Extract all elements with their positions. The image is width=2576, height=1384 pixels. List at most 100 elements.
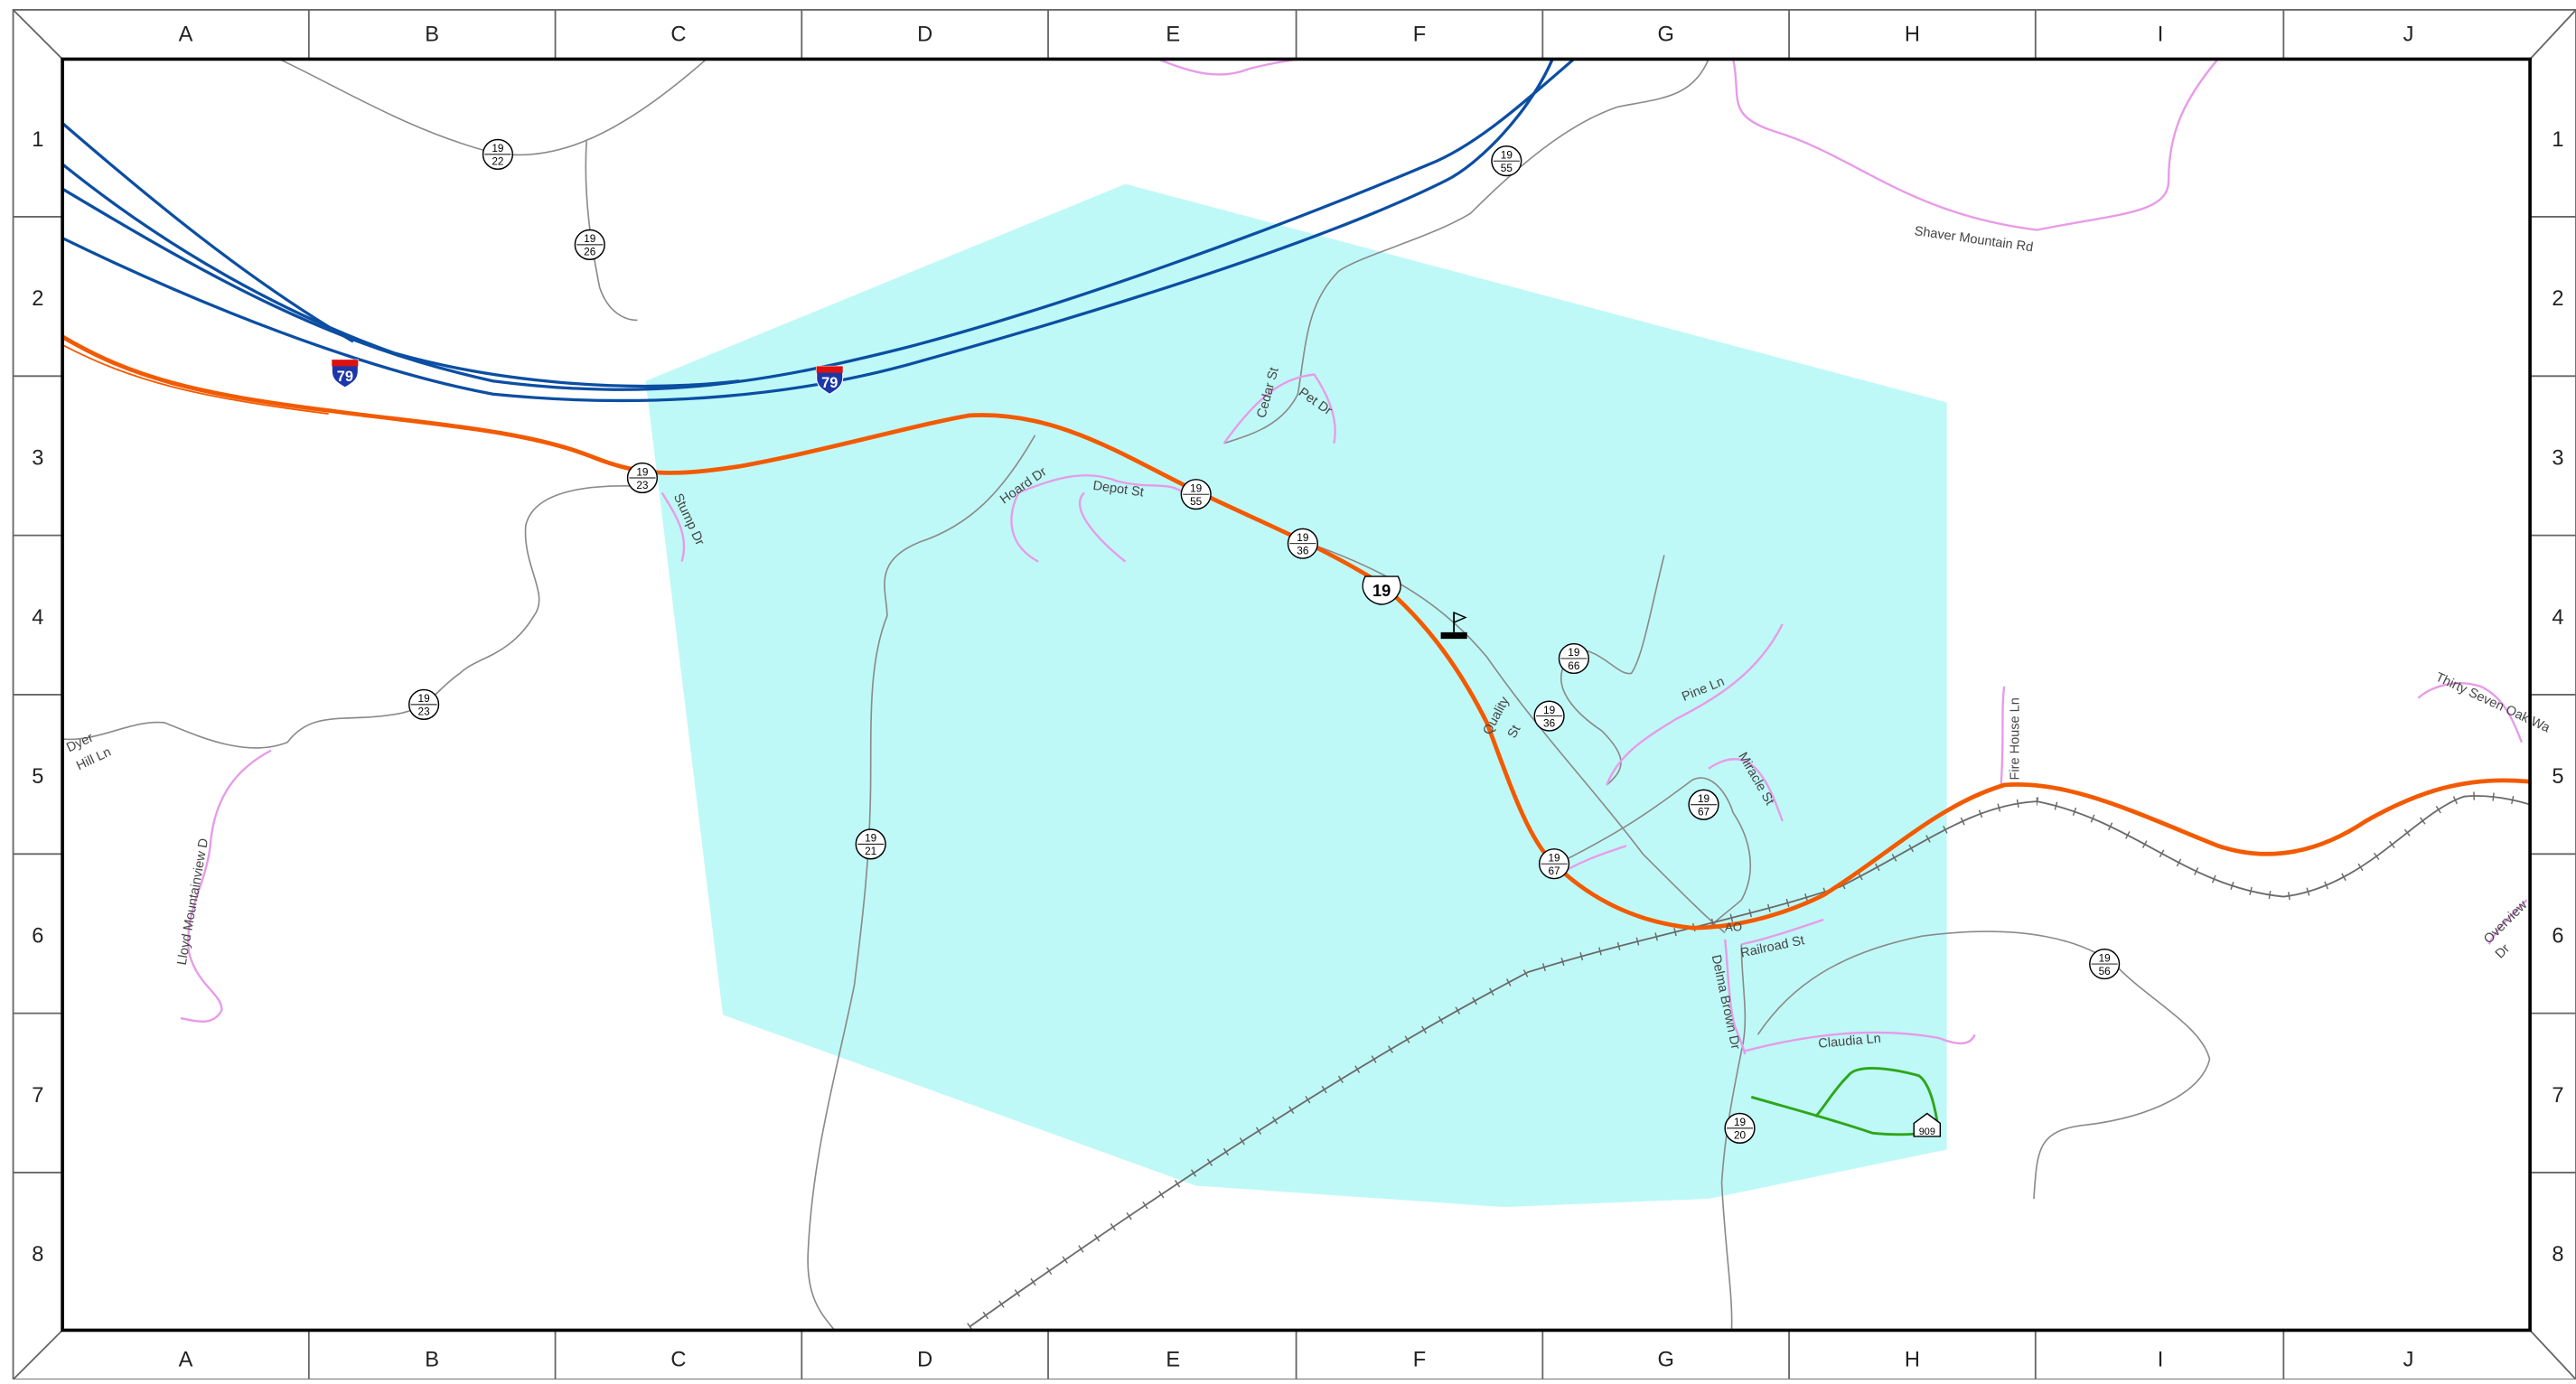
shield-19-67-north: 19 67 (1688, 789, 1719, 820)
svg-text:55: 55 (1190, 495, 1203, 508)
row-6-left: 6 (32, 924, 43, 948)
row-6-right: 6 (2552, 924, 2563, 948)
row-1-left: 1 (32, 128, 43, 152)
svg-text:20: 20 (1734, 1129, 1747, 1142)
svg-text:67: 67 (1698, 806, 1710, 818)
col-d-top: D (917, 23, 932, 46)
row-4-left: 4 (32, 606, 43, 630)
shield-19-22: 19 22 (482, 138, 514, 170)
svg-text:19: 19 (1190, 482, 1202, 494)
svg-text:66: 66 (1568, 659, 1580, 672)
shield-19-67-south: 19 67 (1538, 848, 1570, 880)
svg-text:909: 909 (1919, 1127, 1935, 1137)
col-e-top: E (1166, 23, 1180, 46)
svg-text:19: 19 (492, 142, 503, 154)
row-2-left: 2 (32, 287, 43, 311)
svg-text:22: 22 (492, 155, 503, 168)
svg-text:79: 79 (337, 369, 353, 385)
col-a-bottom: A (179, 1348, 193, 1371)
svg-text:23: 23 (636, 479, 649, 491)
svg-text:21: 21 (865, 845, 876, 857)
row-3-left: 3 (32, 446, 43, 470)
row-7-right: 7 (2552, 1084, 2563, 1108)
county-shields: 19 22 19 26 19 55 19 23 19 55 (408, 138, 2121, 1144)
shield-19-56: 19 56 (2089, 948, 2121, 980)
label-quality-st: St (1505, 723, 1524, 741)
svg-text:56: 56 (2099, 965, 2112, 977)
named-streets (180, 58, 2528, 1055)
local-roads (62, 58, 2211, 1331)
shield-19-23-south: 19 23 (408, 688, 440, 720)
col-h-top: H (1905, 23, 1920, 46)
col-a-top: A (179, 23, 193, 46)
col-f-top: F (1413, 23, 1426, 46)
svg-text:19: 19 (1568, 646, 1579, 659)
highlight-area (645, 183, 1947, 1208)
svg-text:36: 36 (1543, 716, 1556, 729)
row-3-right: 3 (2552, 446, 2563, 470)
svg-text:19: 19 (636, 465, 648, 478)
svg-text:19: 19 (1501, 148, 1513, 161)
col-b-top: B (425, 23, 439, 46)
shield-19-66: 19 66 (1558, 642, 1589, 675)
shield-19-21: 19 21 (855, 828, 886, 860)
row-5-right: 5 (2552, 765, 2563, 789)
grid-column-labels-top: A B C D E F G H I J (179, 23, 2414, 46)
shield-19-55-south: 19 55 (1180, 479, 1212, 510)
svg-text:55: 55 (1501, 162, 1513, 174)
label-depot-st: Depot St (1092, 479, 1145, 500)
svg-text:79: 79 (821, 375, 838, 391)
row-4-right: 4 (2552, 606, 2563, 630)
interstate-79-shield-east: 79 (816, 365, 844, 395)
row-5-left: 5 (32, 765, 43, 789)
col-g-top: G (1657, 23, 1673, 46)
col-f-bottom: F (1413, 1348, 1426, 1371)
shield-19-36-west: 19 36 (1287, 528, 1318, 559)
interstate-79-road (61, 58, 1575, 403)
row-8-left: 8 (32, 1243, 43, 1267)
row-7-left: 7 (32, 1084, 43, 1108)
shield-19-23-north: 19 23 (626, 462, 659, 494)
svg-text:19: 19 (1543, 704, 1555, 716)
label-claudia-ln: Claudia Ln (1818, 1032, 1882, 1052)
col-b-bottom: B (425, 1348, 439, 1371)
shield-19-36-east: 19 36 (1533, 700, 1565, 732)
svg-text:19: 19 (865, 832, 876, 845)
col-h-bottom: H (1905, 1348, 1920, 1371)
col-d-bottom: D (917, 1348, 932, 1371)
row-8-right: 8 (2552, 1243, 2563, 1267)
grid-column-labels-bottom: A B C D E F G H I J (179, 1348, 2414, 1371)
interstate-79-shield-west: 79 (331, 359, 359, 388)
row-2-right: 2 (2552, 287, 2563, 311)
svg-text:36: 36 (1297, 545, 1309, 557)
col-e-bottom: E (1166, 1348, 1180, 1371)
label-fire-house-ln: Fire House Ln (2009, 697, 2023, 780)
railroad (967, 791, 2532, 1331)
col-c-bottom: C (670, 1348, 686, 1371)
trail (1750, 1067, 1941, 1136)
svg-text:26: 26 (584, 246, 596, 258)
row-1-right: 1 (2552, 128, 2563, 152)
svg-text:19: 19 (1297, 531, 1308, 544)
shield-19-55-north: 19 55 (1491, 145, 1522, 177)
shield-19-26: 19 26 (574, 229, 605, 260)
svg-text:19: 19 (1734, 1116, 1746, 1128)
svg-text:19: 19 (418, 692, 430, 705)
svg-text:67: 67 (1548, 865, 1560, 877)
flag-icon[interactable] (1440, 611, 1467, 640)
shield-19-20: 19 20 (1724, 1112, 1756, 1144)
grid-row-labels-right: 1 2 3 4 5 6 7 8 (2552, 128, 2563, 1267)
svg-text:23: 23 (418, 706, 431, 718)
us-19-road (61, 334, 2531, 930)
col-j-bottom: J (2403, 1348, 2414, 1371)
grid-row-labels-left: 1 2 3 4 5 6 7 8 (32, 128, 43, 1267)
svg-text:19: 19 (1698, 792, 1710, 805)
col-c-top: C (670, 23, 686, 46)
label-ao: AO (1725, 921, 1742, 934)
shield-909: 909 (1913, 1112, 1942, 1137)
us-19-shield: 19 (1362, 575, 1401, 605)
col-i-top: I (2158, 23, 2164, 46)
svg-text:19: 19 (2099, 951, 2111, 964)
